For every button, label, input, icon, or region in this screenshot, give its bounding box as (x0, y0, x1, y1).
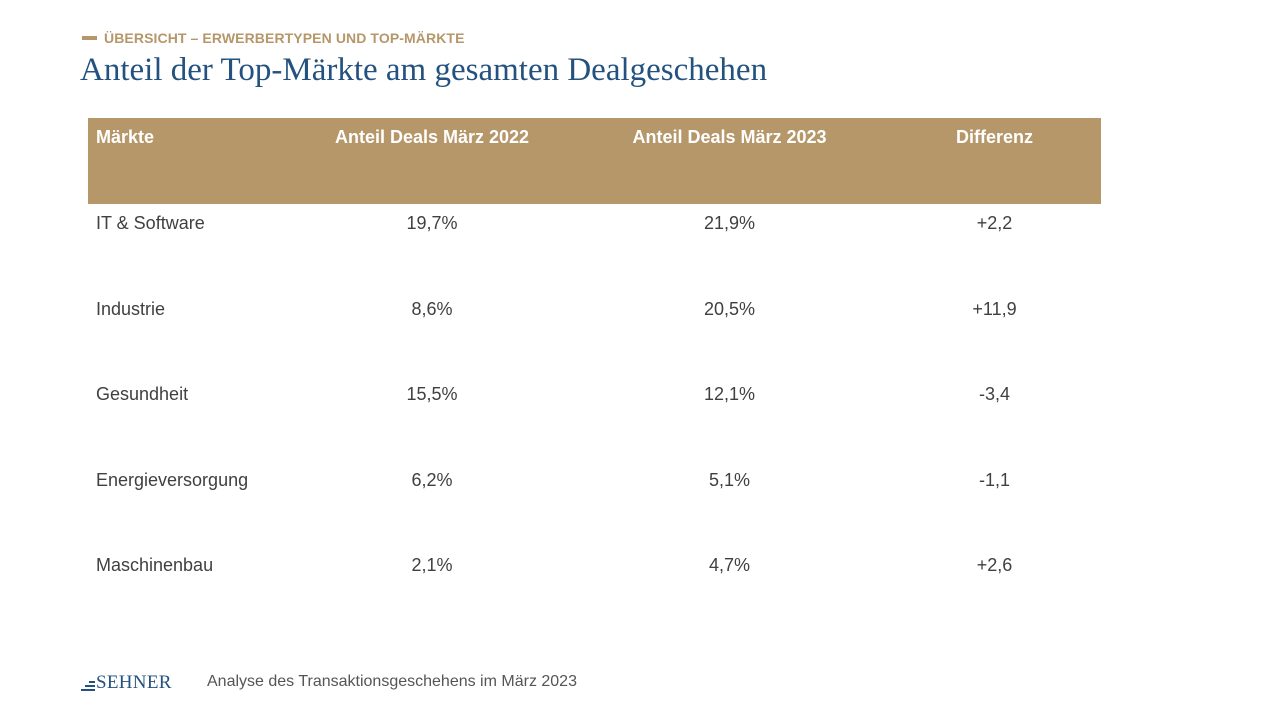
kicker-text: ÜBERSICHT – ERWERBERTYPEN UND TOP-MÄRKTE (104, 30, 465, 46)
share-2022: 2,1% (411, 555, 453, 575)
top-markets-table: Märkte Anteil Deals März 2022 Anteil Dea… (88, 118, 1101, 632)
table-row: IT & Software 19,7% 21,9% +2,2 (88, 204, 1101, 290)
share-2022: 6,2% (411, 469, 453, 490)
logo-wordmark: SEHNER (96, 672, 172, 693)
difference: -1,1 (978, 469, 1011, 490)
market-name: Energieversorgung (96, 469, 249, 490)
market-name: IT & Software (96, 213, 205, 233)
difference: +2,6 (976, 555, 1013, 575)
footer-caption: Analyse des Transaktionsgeschehens im Mä… (207, 673, 577, 690)
page-title: Anteil der Top-Märkte am gesamten Dealge… (80, 52, 768, 88)
market-name: Industrie (96, 298, 166, 319)
company-logo: SEHNER (81, 672, 172, 694)
table-row: Industrie 8,6% 20,5% +11,9 (88, 290, 1101, 376)
difference: +11,9 (972, 298, 1017, 319)
column-header-markets: Märkte (88, 118, 293, 204)
share-2023: 12,1% (703, 384, 756, 404)
share-2022: 8,6% (411, 298, 453, 319)
share-2023: 21,9% (703, 213, 756, 233)
table-row: Maschinenbau 2,1% 4,7% +2,6 (88, 546, 1101, 632)
table-row: Energieversorgung 6,2% 5,1% -1,1 (88, 461, 1101, 547)
market-name: Gesundheit (96, 384, 189, 404)
kicker-accent-bar (82, 36, 97, 40)
column-header-share-2023: Anteil Deals März 2023 (571, 118, 888, 204)
share-2022: 19,7% (406, 213, 458, 233)
column-header-difference: Differenz (888, 118, 1101, 204)
share-2022: 15,5% (406, 384, 458, 404)
table-row: Gesundheit 15,5% 12,1% -3,4 (88, 375, 1101, 461)
column-header-share-2022: Anteil Deals März 2022 (293, 118, 571, 204)
share-2023: 20,5% (703, 298, 756, 319)
logo-stripes-icon (81, 680, 95, 691)
difference: -3,4 (978, 384, 1011, 404)
section-kicker: ÜBERSICHT – ERWERBERTYPEN UND TOP-MÄRKTE (82, 29, 465, 47)
market-name: Maschinenbau (96, 555, 214, 575)
difference: +2,2 (976, 213, 1013, 233)
share-2023: 5,1% (708, 469, 751, 490)
share-2023: 4,7% (708, 555, 751, 575)
table-header-row: Märkte Anteil Deals März 2022 Anteil Dea… (88, 118, 1101, 204)
